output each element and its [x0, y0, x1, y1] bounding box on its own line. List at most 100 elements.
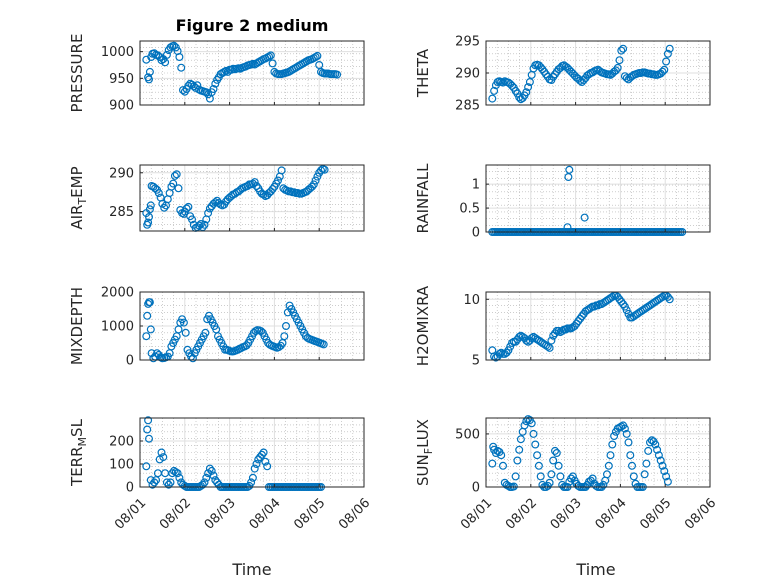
panel-sun_flux: 0 500 08/01 08/02 08/03 08/04 08/05 08/06 SUNFLU… [414, 415, 719, 533]
data-point [513, 89, 522, 98]
y-axis-label: THETA [414, 48, 432, 98]
data-point [261, 457, 270, 466]
data-point [202, 88, 211, 97]
data-point [144, 218, 153, 227]
data-point [202, 473, 211, 482]
data-point [184, 202, 193, 211]
data-point [266, 51, 275, 60]
data-point [547, 470, 556, 479]
data-point [164, 480, 173, 489]
data-point [171, 43, 180, 52]
x-tick-label: 08/04 [593, 496, 630, 533]
data-point [158, 199, 167, 208]
data-point [550, 446, 559, 455]
data-point [209, 84, 218, 93]
data-point [320, 165, 329, 174]
data-point [610, 432, 619, 441]
data-point [172, 170, 181, 179]
data-point [142, 332, 151, 341]
data-point [497, 451, 506, 460]
y-tick-label: 100 [109, 458, 134, 473]
axes-box [139, 417, 365, 488]
data-point [554, 461, 563, 470]
data-point [602, 470, 611, 479]
data-point [527, 419, 536, 428]
data-point [170, 171, 179, 180]
data-point [524, 83, 533, 92]
data-point [520, 421, 529, 430]
data-point [150, 478, 159, 487]
data-point [317, 67, 326, 76]
data-point [268, 185, 277, 194]
data-point [613, 63, 622, 72]
data-point [511, 472, 520, 481]
panel-terr_msl: 0 100 200 08/01 08/02 08/03 08/04 08/05 08/06 TER… [68, 416, 373, 533]
data-point [184, 81, 193, 90]
data-point [504, 346, 513, 355]
data-point [173, 469, 182, 478]
data-point [154, 189, 163, 198]
data-point [181, 328, 190, 337]
y-tick-label: 900 [109, 99, 134, 114]
data-point [626, 451, 635, 460]
x-axis-label-right: Time [575, 560, 615, 579]
axes-box [485, 164, 711, 233]
data-point [651, 440, 660, 449]
data-point [311, 52, 320, 61]
x-tick-label: 08/05 [291, 496, 328, 533]
y-tick-label: 0 [472, 226, 480, 241]
x-tick-label: 08/06 [336, 496, 373, 533]
data-point [263, 462, 272, 471]
data-point [179, 86, 188, 95]
data-point [499, 78, 508, 87]
data-point [319, 340, 328, 349]
data-point [543, 342, 552, 351]
data-point [606, 451, 615, 460]
data-point [144, 416, 153, 425]
data-point [175, 473, 184, 482]
data-point [663, 49, 672, 58]
panel-theta: 285 290 295 THETA [414, 35, 711, 114]
axes-box [485, 417, 711, 488]
data-point [204, 209, 213, 218]
data-point [644, 446, 653, 455]
data-point [580, 213, 589, 222]
data-point [663, 292, 672, 301]
data-point [174, 325, 183, 334]
data-point [533, 451, 542, 460]
data-point [182, 204, 191, 213]
x-tick-label: 08/02 [503, 496, 540, 533]
data-point [170, 41, 179, 50]
data-point [615, 56, 624, 65]
data-point [565, 165, 574, 174]
y-tick-label: 1000 [101, 45, 134, 60]
data-point [160, 203, 169, 212]
x-tick-label: 08/02 [157, 496, 194, 533]
data-point [177, 63, 186, 72]
data-point [162, 478, 171, 487]
data-point [622, 306, 631, 315]
data-point [531, 440, 540, 449]
data-point [311, 176, 320, 185]
data-point [252, 182, 261, 191]
data-point [653, 445, 662, 454]
data-point [549, 456, 558, 465]
data-point [313, 172, 322, 181]
data-point [624, 438, 633, 447]
y-tick-label: 0 [472, 481, 480, 496]
data-point [145, 213, 154, 222]
axes-box [485, 291, 711, 361]
y-tick-label: 295 [455, 35, 480, 50]
axes-box [139, 40, 365, 106]
data-point [188, 215, 197, 224]
data-point [211, 79, 220, 88]
axes-box [139, 164, 365, 232]
data-point [317, 166, 326, 175]
data-point [143, 425, 152, 434]
y-axis-label: RAINFALL [414, 163, 432, 234]
data-point [259, 448, 268, 457]
data-point [642, 459, 651, 468]
data-point [257, 450, 266, 459]
data-point [162, 50, 171, 59]
figure-title: Figure 2 medium [176, 16, 329, 35]
